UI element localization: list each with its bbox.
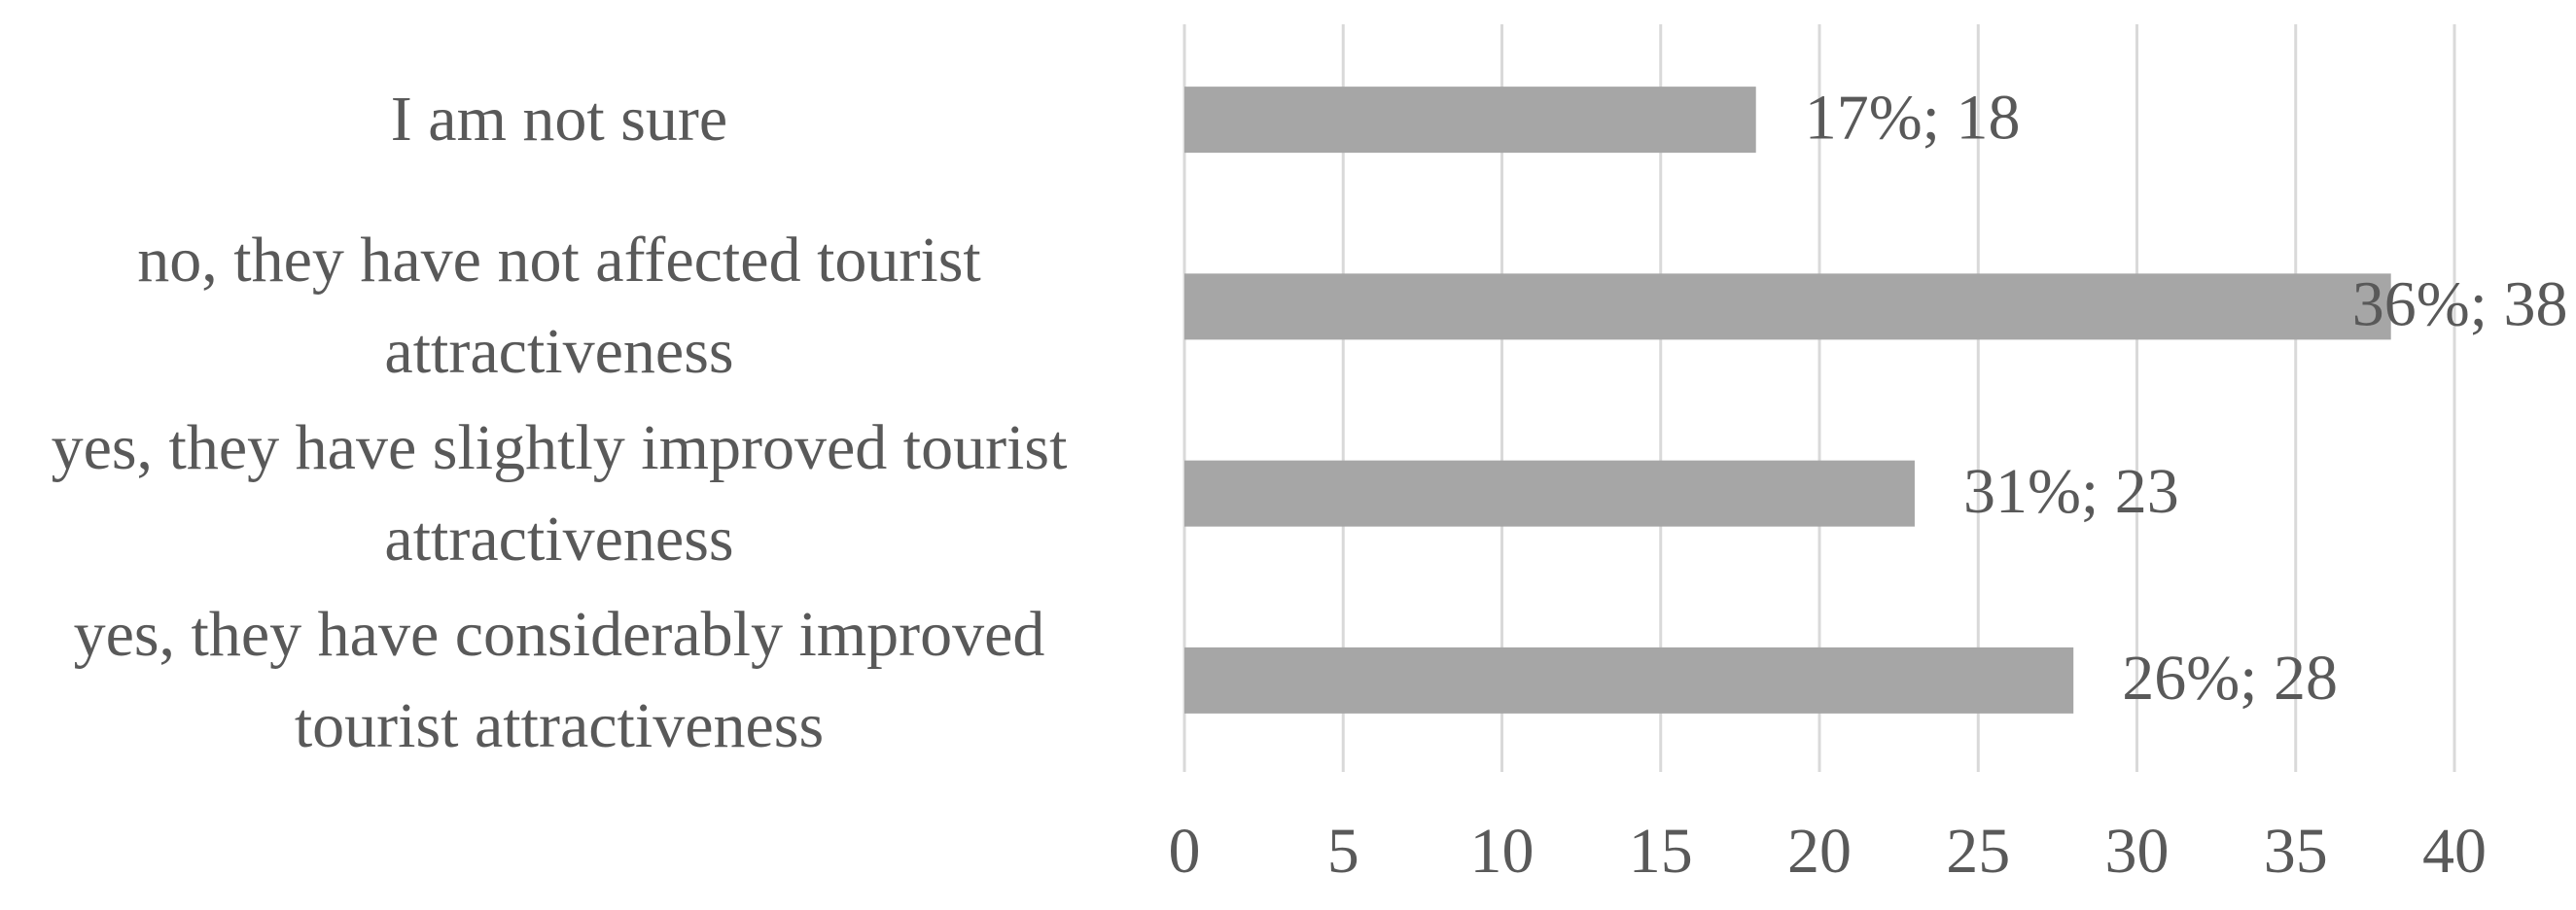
y-tick-label: yes, they have slightly improved tourist… [51,411,1068,575]
bar [1184,460,1915,527]
bar [1184,273,2391,340]
x-tick-label: 5 [1327,816,1359,887]
x-tick-label: 15 [1629,816,1693,887]
x-tick-label: 20 [1787,816,1852,887]
x-tick-label: 35 [2264,816,2328,887]
value-label: 31%; 23 [1963,456,2179,527]
x-tick-label: 10 [1470,816,1535,887]
y-tick-label: yes, they have considerably improved tou… [73,598,1045,761]
y-tick-label: I am not sure [390,84,728,156]
y-tick-label: no, they have not affected tourist attra… [137,225,981,388]
value-label: 26%; 28 [2122,643,2338,714]
x-tick-label: 30 [2105,816,2170,887]
x-tick-label: 40 [2422,816,2487,887]
x-tick-label: 25 [1946,816,2010,887]
bar [1184,647,2074,714]
value-label: 17%; 18 [1805,82,2021,153]
x-tick-label: 0 [1169,816,1201,887]
value-label: 36%; 38 [2352,269,2568,340]
bar [1184,87,1756,154]
